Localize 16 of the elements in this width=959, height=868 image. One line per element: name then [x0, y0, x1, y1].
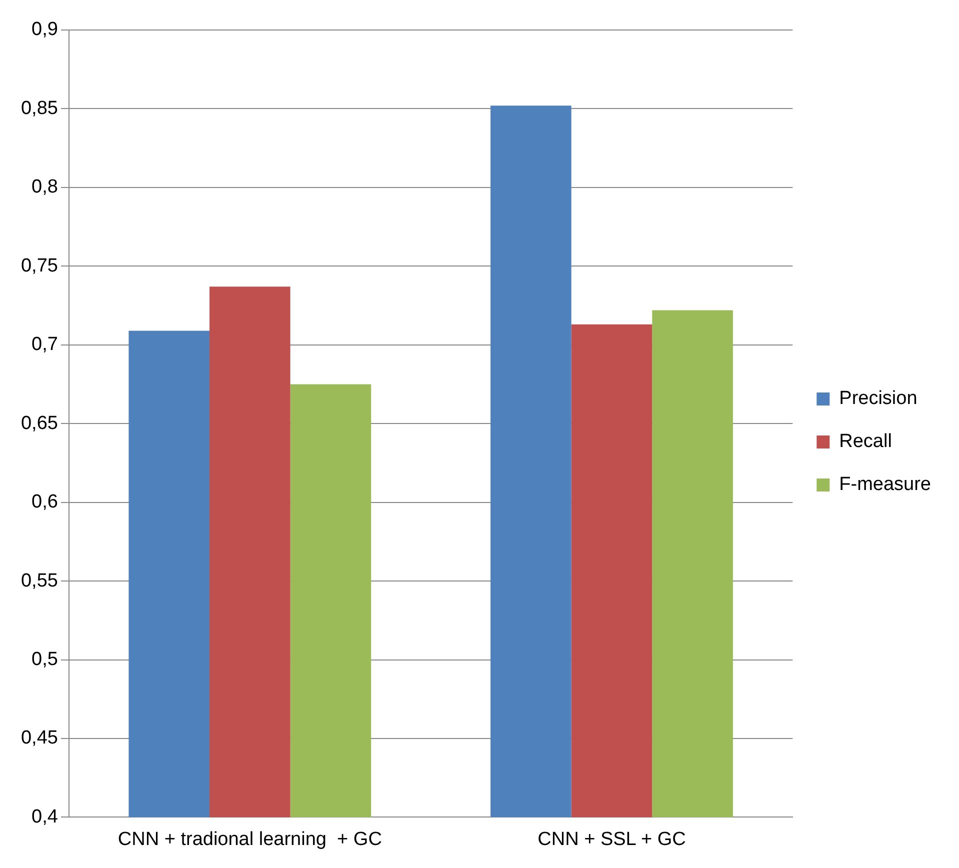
y-tick-label: 0,8 [32, 176, 58, 198]
legend-label: F-measure [839, 474, 932, 496]
y-tick-label: 0,85 [20, 98, 58, 119]
y-tick-label: 0,75 [20, 255, 58, 276]
y-tick-label: 0,45 [20, 728, 58, 749]
legend-label: Precision [839, 388, 918, 410]
x-tick-label: CNN + SSL + GC [538, 828, 686, 850]
legend-label: Recall [839, 431, 892, 452]
x-tick-label: CNN + tradional learning + GC [118, 828, 382, 850]
y-tick-label: 0,4 [32, 806, 58, 828]
y-tick-label: 0,55 [20, 570, 58, 592]
y-tick-label: 0,65 [20, 412, 58, 434]
y-tick-label: 0,6 [32, 492, 58, 513]
y-tick-label: 0,5 [32, 648, 58, 670]
y-tick-label: 0,9 [32, 19, 58, 40]
y-tick-label: 0,7 [32, 334, 58, 356]
